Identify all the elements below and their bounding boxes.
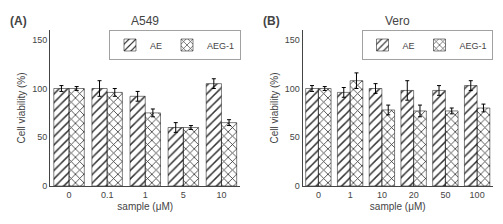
svg-text:Cell viability (%): Cell viability (%): [16, 72, 27, 143]
svg-text:5: 5: [181, 190, 186, 200]
svg-text:AE: AE: [150, 41, 162, 51]
svg-text:150: 150: [32, 35, 47, 45]
svg-text:0.1: 0.1: [101, 190, 114, 200]
svg-text:100: 100: [32, 84, 47, 94]
svg-text:50: 50: [290, 132, 300, 142]
svg-text:0: 0: [316, 190, 321, 200]
svg-text:20: 20: [409, 190, 419, 200]
svg-text:AEG-1: AEG-1: [207, 41, 234, 51]
svg-text:50: 50: [37, 132, 47, 142]
svg-text:(B): (B): [263, 14, 280, 28]
svg-text:sample (μM): sample (μM): [117, 201, 173, 212]
svg-text:50: 50: [440, 190, 450, 200]
svg-text:10: 10: [377, 190, 387, 200]
svg-text:A549: A549: [131, 14, 159, 28]
svg-text:Vero: Vero: [385, 14, 410, 28]
svg-text:10: 10: [216, 190, 226, 200]
svg-text:100: 100: [470, 190, 485, 200]
svg-text:0: 0: [295, 181, 300, 191]
svg-text:1: 1: [143, 190, 148, 200]
svg-text:0: 0: [42, 181, 47, 191]
svg-text:sample (μM): sample (μM): [370, 201, 426, 212]
svg-text:150: 150: [285, 35, 300, 45]
svg-text:0: 0: [67, 190, 72, 200]
svg-text:100: 100: [285, 84, 300, 94]
svg-text:AE: AE: [403, 41, 415, 51]
svg-text:Cell viability (%): Cell viability (%): [269, 72, 280, 143]
svg-text:AEG-1: AEG-1: [460, 41, 487, 51]
svg-text:(A): (A): [10, 14, 27, 28]
svg-text:1: 1: [348, 190, 353, 200]
